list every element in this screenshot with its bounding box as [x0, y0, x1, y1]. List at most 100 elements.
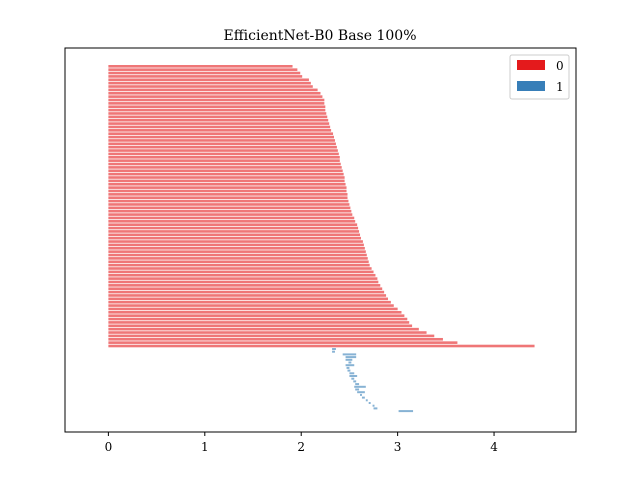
bar-0-66	[108, 287, 383, 291]
bar-0-73	[108, 311, 402, 314]
bar-1-6	[345, 364, 355, 367]
bar-0-37	[108, 189, 347, 193]
bar-0-72	[108, 307, 398, 311]
bar-0-38	[108, 193, 348, 196]
bar-0-64	[108, 280, 379, 284]
bar-1-22	[373, 407, 378, 410]
bar-1-19	[365, 399, 368, 402]
series-1-bars	[332, 348, 414, 413]
bar-0-55	[108, 250, 366, 253]
bar-0-4	[108, 78, 309, 82]
bar-1-12	[353, 380, 357, 383]
bar-0-79	[108, 331, 427, 334]
bar-0-14	[108, 112, 327, 115]
bar-1-17	[360, 393, 362, 396]
bar-0-29	[108, 162, 341, 166]
bar-1-4	[345, 358, 353, 361]
bar-0-27	[108, 155, 340, 159]
bar-0-18	[108, 125, 331, 129]
legend: 0 1	[509, 54, 570, 100]
bar-0-24	[108, 145, 337, 149]
bar-0-50	[108, 233, 361, 237]
bar-1-18	[361, 396, 365, 399]
bar-0-42	[108, 206, 351, 210]
bar-1-8	[347, 369, 351, 372]
bar-0-54	[108, 246, 365, 250]
bar-0-25	[108, 149, 338, 152]
bar-0-47	[108, 223, 358, 226]
bar-0-81	[108, 337, 443, 341]
bar-1-1	[332, 350, 335, 353]
plot-frame	[64, 47, 577, 433]
bar-0-69	[108, 297, 388, 301]
bar-1-10	[349, 375, 358, 377]
bar-0-8	[108, 91, 321, 95]
series-0-bars	[108, 65, 535, 348]
bar-0-61	[108, 270, 374, 274]
x-tick-label-4: 4	[490, 440, 498, 454]
bar-0-68	[108, 294, 387, 297]
bar-0-34	[108, 179, 345, 183]
bar-0-9	[108, 95, 323, 98]
bar-1-11	[351, 377, 355, 380]
bar-0-2	[108, 71, 301, 75]
bar-0-41	[108, 203, 350, 206]
legend-swatch-1	[517, 81, 545, 91]
bar-0-22	[108, 139, 335, 142]
bar-0-0	[108, 65, 293, 68]
bar-0-19	[108, 129, 332, 132]
chart-title: EfficientNet-B0 Base 100%	[223, 28, 416, 44]
x-axis: 0 1 2 3 4	[105, 432, 498, 454]
bar-0-70	[108, 300, 391, 304]
bar-0-31	[108, 169, 343, 173]
bar-0-58	[108, 260, 369, 264]
bar-0-23	[108, 142, 336, 146]
bar-0-44	[108, 213, 353, 216]
bar-0-67	[108, 290, 385, 294]
bar-1-14	[354, 385, 366, 388]
legend-swatch-0	[517, 60, 545, 70]
bar-0-56	[108, 253, 367, 257]
bar-1-20	[368, 402, 371, 404]
legend-label-0: 0	[556, 59, 564, 73]
bar-0-45	[108, 216, 355, 220]
bar-0-16	[108, 118, 329, 122]
bar-0-76	[108, 321, 410, 324]
bar-0-39	[108, 196, 348, 200]
bar-0-78	[108, 327, 419, 331]
bar-0-11	[108, 102, 325, 105]
bar-0-43	[108, 209, 352, 213]
bar-0-1	[108, 68, 298, 71]
bar-0-20	[108, 132, 334, 135]
bar-1-2	[342, 353, 357, 356]
bar-0-7	[108, 88, 318, 92]
bar-0-26	[108, 152, 339, 156]
bar-0-17	[108, 122, 330, 125]
bar-0-10	[108, 98, 325, 102]
bar-1-9	[349, 372, 355, 375]
bar-0-83	[108, 344, 535, 348]
bar-1-0	[332, 348, 336, 350]
x-tick-label-1: 1	[201, 440, 209, 454]
bar-0-6	[108, 85, 313, 88]
bar-0-53	[108, 243, 364, 247]
bar-0-21	[108, 135, 334, 139]
bar-1-13	[355, 383, 360, 386]
bar-0-30	[108, 166, 342, 169]
bar-1-23	[398, 410, 414, 413]
bar-1-5	[348, 361, 352, 364]
bar-1-16	[357, 391, 365, 394]
x-tick-label-3: 3	[394, 440, 402, 454]
bar-0-77	[108, 324, 413, 328]
bar-0-71	[108, 304, 394, 307]
bar-0-62	[108, 273, 376, 277]
bar-0-65	[108, 284, 381, 287]
bar-0-28	[108, 159, 340, 162]
bar-0-48	[108, 226, 359, 230]
bar-0-15	[108, 115, 328, 119]
bar-0-35	[108, 182, 346, 186]
bar-0-32	[108, 172, 344, 176]
bar-0-82	[108, 341, 458, 344]
bar-0-75	[108, 317, 408, 321]
bar-1-21	[372, 404, 375, 407]
